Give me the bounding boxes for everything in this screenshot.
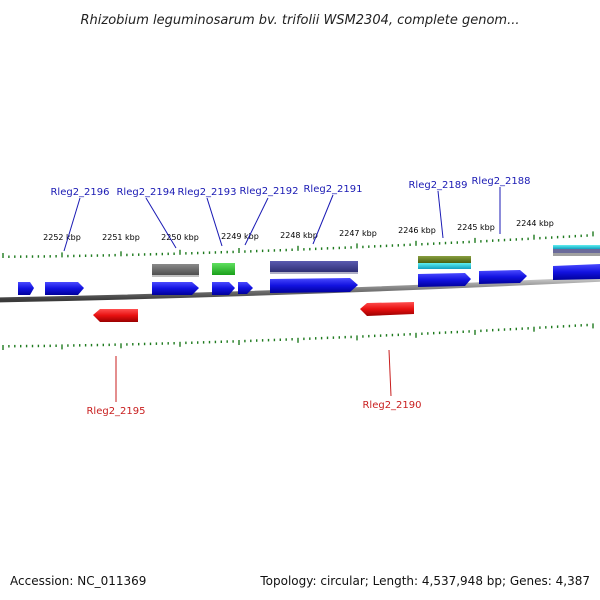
gene-label-rleg2-2192[interactable]: Rleg2_2192 [239,186,298,197]
feature-bar-cyan [418,263,471,269]
tick-label: 2249 kbp [221,232,259,241]
callout-line [437,190,444,239]
gene-label-rleg2-2193[interactable]: Rleg2_2193 [177,187,236,198]
tick-label: 2250 kbp [161,233,199,242]
forward-label-group: Rleg2_2196 Rleg2_2194 Rleg2_2193 Rleg2_2… [50,176,530,198]
feature-bars [152,245,600,277]
map-title: Rhizobium leguminosarum bv. trifolii WSM… [81,13,520,28]
gene-label-rleg2-2196[interactable]: Rleg2_2196 [50,187,109,198]
callout-line [63,197,81,252]
forward-gene[interactable] [152,282,199,295]
tick-label: 2245 kbp [457,223,495,232]
tick-label: 2247 kbp [339,229,377,238]
forward-gene[interactable] [18,282,34,295]
gene-label-rleg2-2189[interactable]: Rleg2_2189 [408,180,467,191]
reverse-callouts [115,349,392,402]
forward-gene[interactable] [479,270,527,284]
forward-gene[interactable] [212,282,235,295]
feature-bar-shadow [152,275,199,277]
callout-line [388,349,392,397]
feature-bar-shadow [270,272,358,274]
tick-label: 2252 kbp [43,233,81,242]
feature-bar-gray-edge [553,253,600,256]
feature-bar-olive [418,256,471,263]
topology-text: Topology: circular; Length: 4,537,948 bp… [260,574,590,588]
gene-label-rleg2-2190[interactable]: Rleg2_2190 [362,400,421,411]
forward-gene[interactable] [553,264,600,280]
feature-bar-gray [152,264,199,276]
lower-tick-row [2,323,594,350]
forward-gene[interactable] [45,282,84,295]
reverse-label-group: Rleg2_2195 Rleg2_2190 [86,400,421,417]
tick-label: 2246 kbp [398,226,436,235]
reverse-gene[interactable] [360,302,414,316]
gene-label-rleg2-2188[interactable]: Rleg2_2188 [471,176,530,187]
feature-bar-purple-edge [553,249,600,253]
reverse-gene[interactable] [93,309,138,322]
tick-label: 2244 kbp [516,219,554,228]
callout-line [206,197,223,247]
callout-line [312,194,334,245]
upper-tick-row [2,231,594,258]
accession-text: Accession: NC_011369 [10,574,147,588]
gene-label-rleg2-2194[interactable]: Rleg2_2194 [116,187,175,198]
feature-bar-purple [270,261,358,273]
callout-line [244,197,269,246]
forward-genes [18,264,600,295]
forward-gene[interactable] [270,278,358,293]
tick-label-group: 2252 kbp 2251 kbp 2250 kbp 2249 kbp 2248… [43,219,554,242]
reverse-genes [93,302,414,322]
gene-label-rleg2-2195[interactable]: Rleg2_2195 [86,406,145,417]
feature-bar-cyan-edge [553,245,600,249]
forward-gene[interactable] [238,282,253,294]
tick-label: 2248 kbp [280,231,318,240]
forward-callouts [63,187,501,252]
gene-label-rleg2-2191[interactable]: Rleg2_2191 [303,184,362,195]
forward-gene[interactable] [418,273,471,287]
callout-line [145,197,177,249]
tick-label: 2251 kbp [102,233,140,242]
feature-bar-green [212,263,235,275]
